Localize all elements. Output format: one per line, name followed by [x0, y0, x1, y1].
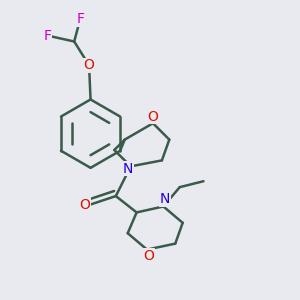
- Text: F: F: [44, 28, 52, 43]
- Text: O: O: [143, 249, 154, 263]
- Text: N: N: [160, 192, 170, 206]
- Text: N: N: [123, 162, 134, 176]
- Text: O: O: [79, 198, 90, 212]
- Text: O: O: [148, 110, 158, 124]
- Text: F: F: [76, 12, 84, 26]
- Text: O: O: [84, 58, 94, 72]
